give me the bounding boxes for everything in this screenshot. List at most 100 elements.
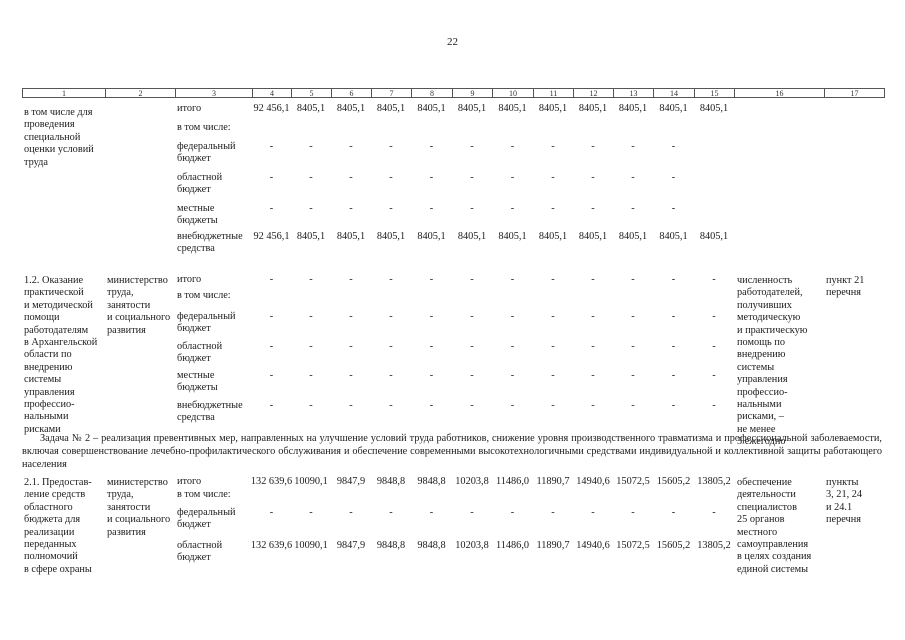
column-header-cell: 16	[734, 88, 825, 98]
budget-value: -	[631, 341, 635, 352]
column-header-cell: 15	[694, 88, 735, 98]
budget-value: -	[349, 370, 353, 381]
budget-value: 8405,1	[498, 231, 527, 242]
budget-value: -	[349, 507, 353, 518]
budget-value: 8405,1	[699, 103, 729, 114]
budget-value: -	[591, 203, 595, 214]
budget-label: областной бюджет	[177, 540, 223, 564]
budget-value: -	[429, 141, 434, 152]
budget-value: -	[671, 370, 676, 381]
budget-value: -	[269, 203, 274, 214]
budget-value: 8405,1	[498, 103, 527, 114]
budget-value: -	[671, 172, 676, 183]
budget-value: -	[551, 400, 555, 411]
budget-value: -	[429, 400, 434, 411]
budget-value: 8405,1	[457, 231, 487, 242]
budget-value: -	[591, 507, 595, 518]
budget-value: 8405,1	[578, 103, 608, 114]
budget-value: -	[269, 507, 274, 518]
column-header-cell: 2	[105, 88, 176, 98]
budget-value: -	[510, 507, 515, 518]
budget-value: 132 639,6	[250, 476, 293, 487]
activity-cell: 1.2. Оказание практической и методическо…	[24, 275, 98, 435]
budget-value: 9848,8	[417, 476, 446, 487]
page-number: 22	[447, 36, 458, 48]
budget-value: 14940,6	[576, 476, 610, 487]
budget-value: -	[470, 507, 474, 518]
column-header-cell: 7	[371, 88, 412, 98]
budget-value: -	[269, 400, 274, 411]
budget-value: 10203,8	[455, 540, 489, 551]
budget-value: 8405,1	[659, 231, 688, 242]
budget-value: -	[309, 311, 313, 322]
budget-value: 8405,1	[417, 231, 446, 242]
budget-value: -	[631, 311, 635, 322]
budget-value: 8405,1	[457, 103, 487, 114]
budget-value: -	[631, 370, 635, 381]
budget-value: -	[510, 400, 515, 411]
budget-value: 14940,6	[576, 540, 610, 551]
column-header-cell: 11	[533, 88, 574, 98]
budget-value: -	[631, 141, 635, 152]
budget-value: -	[349, 311, 353, 322]
budget-value: -	[429, 311, 434, 322]
budget-label: итого	[177, 476, 202, 487]
budget-label: в том числе:	[177, 122, 231, 133]
budget-value: -	[349, 172, 353, 183]
budget-value: -	[712, 400, 716, 411]
budget-label: областной бюджет	[177, 341, 223, 365]
budget-value: -	[389, 370, 393, 381]
budget-value: -	[551, 172, 555, 183]
budget-value: 8405,1	[618, 231, 648, 242]
budget-value: -	[470, 400, 474, 411]
budget-value: -	[671, 400, 676, 411]
budget-label: местные бюджеты	[177, 370, 218, 394]
budget-value: -	[429, 507, 434, 518]
budget-value: -	[429, 274, 434, 285]
budget-label: федеральный бюджет	[177, 311, 236, 335]
budget-value: 10090,1	[294, 540, 328, 551]
budget-value: -	[591, 400, 595, 411]
activity-cell: 2.1. Предостав- ление средств областного…	[24, 477, 92, 575]
budget-value: -	[470, 341, 474, 352]
budget-value: -	[309, 400, 313, 411]
executor-cell: министерство труда, занятости и социальн…	[107, 275, 171, 336]
budget-value: 132 639,6	[250, 540, 293, 551]
budget-value: -	[269, 274, 274, 285]
budget-value: -	[671, 274, 676, 285]
budget-value: 8405,1	[336, 103, 366, 114]
budget-value: 92 456,1	[253, 103, 290, 114]
column-header-cell: 13	[613, 88, 654, 98]
budget-value: -	[631, 400, 635, 411]
reference-cell: пункты 3, 21, 24 и 24.1 перечня	[826, 477, 863, 526]
budget-value: -	[269, 172, 274, 183]
budget-value: -	[309, 341, 313, 352]
budget-value: -	[591, 172, 595, 183]
column-header-cell: 14	[653, 88, 695, 98]
budget-value: -	[349, 274, 353, 285]
budget-value: 13805,2	[697, 540, 731, 551]
budget-value: -	[671, 341, 676, 352]
budget-label: итого	[177, 274, 202, 285]
budget-value: -	[389, 311, 393, 322]
budget-value: -	[349, 203, 353, 214]
budget-label: федеральный бюджет	[177, 507, 236, 531]
budget-value: -	[551, 203, 555, 214]
budget-value: -	[712, 507, 716, 518]
budget-value: 9848,8	[417, 540, 446, 551]
budget-value: 8405,1	[578, 231, 608, 242]
budget-value: 8405,1	[417, 103, 446, 114]
budget-value: 15605,2	[656, 476, 691, 487]
budget-value: -	[349, 341, 353, 352]
budget-value: -	[712, 311, 716, 322]
budget-label: федеральный бюджет	[177, 141, 236, 165]
column-header-cell: 9	[452, 88, 493, 98]
budget-value: -	[309, 172, 313, 183]
budget-value: 15072,5	[616, 540, 650, 551]
budget-value: -	[309, 507, 313, 518]
budget-value: 13805,2	[697, 476, 731, 487]
budget-value: 8405,1	[659, 103, 688, 114]
budget-value: -	[389, 274, 393, 285]
budget-value: -	[389, 141, 393, 152]
budget-value: -	[510, 274, 515, 285]
